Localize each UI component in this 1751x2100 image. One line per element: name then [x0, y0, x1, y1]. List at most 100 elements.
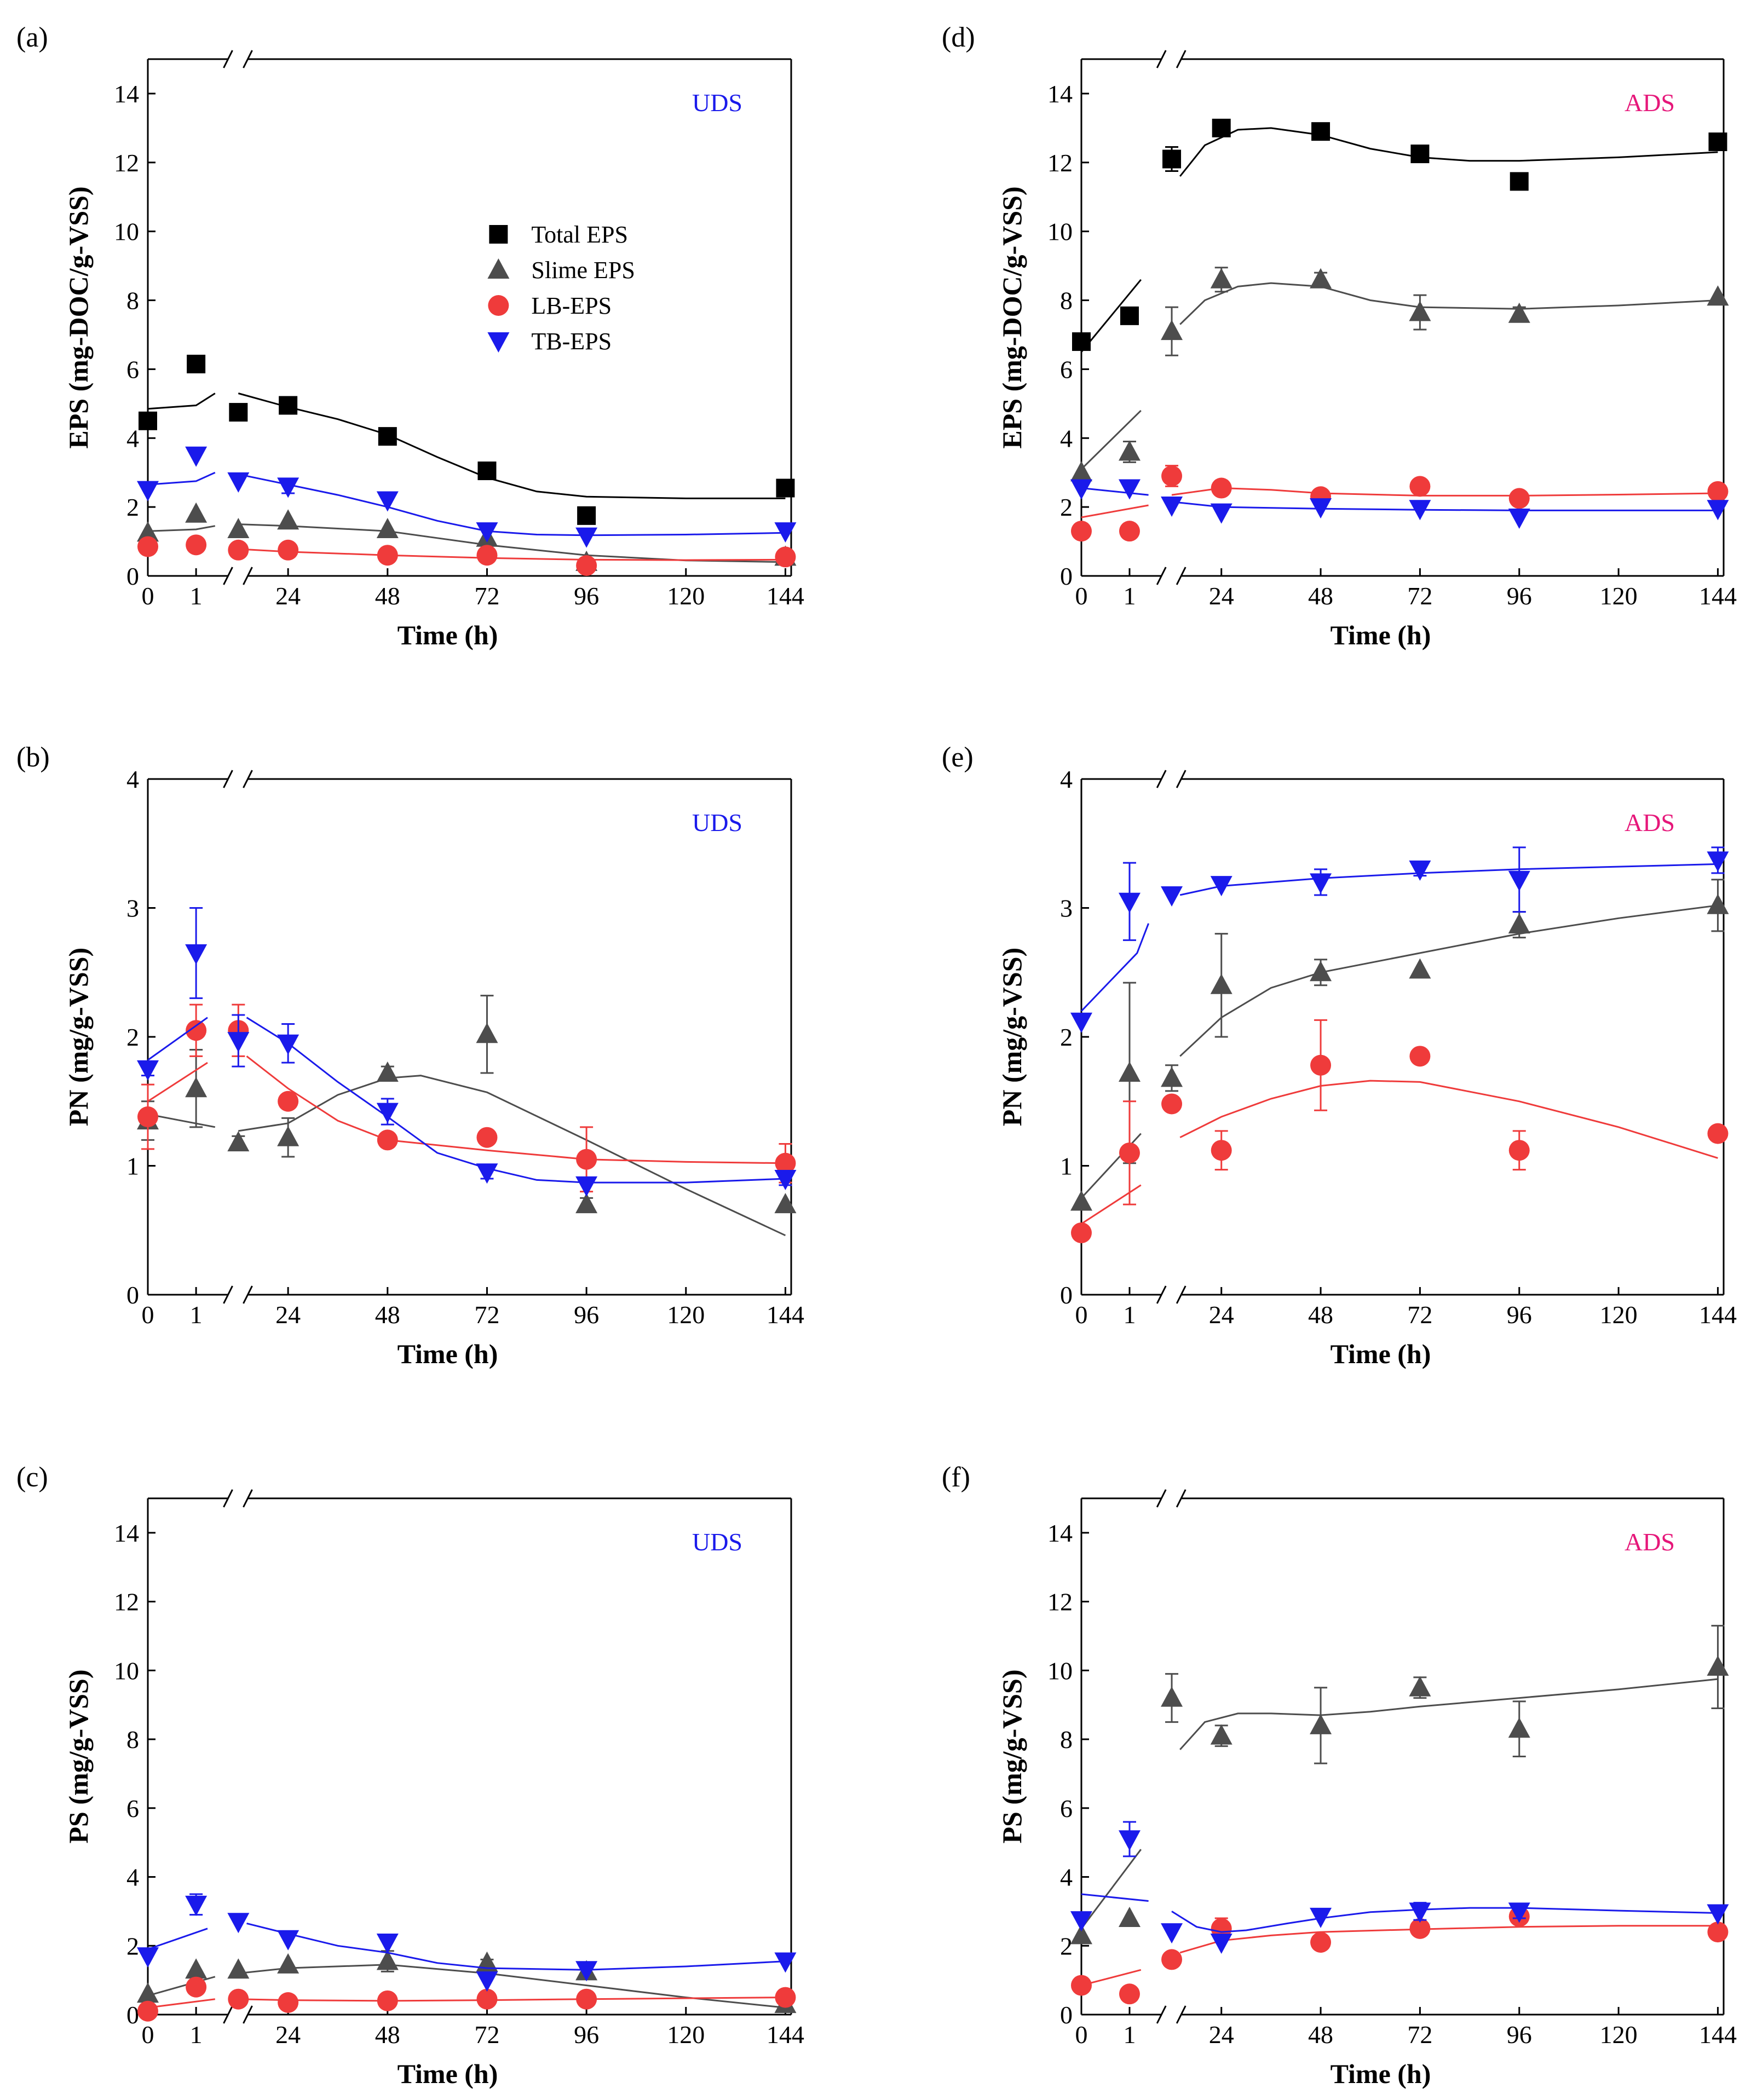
x-tick-label: 144	[767, 2021, 804, 2049]
panel-label: (b)	[16, 742, 50, 773]
y-tick-label: 14	[114, 80, 139, 108]
data-point	[1508, 1717, 1530, 1738]
data-point	[575, 1176, 598, 1197]
fit-line-segment	[238, 523, 786, 563]
y-tick-label: 1	[126, 1152, 139, 1180]
x-tick-label: 96	[1507, 2021, 1532, 2049]
x-axis-label: Time (h)	[1330, 620, 1431, 650]
x-tick-label: 96	[574, 582, 599, 610]
series-lb-eps	[1071, 1906, 1729, 2005]
x-tick-label: 96	[574, 1301, 599, 1329]
data-point	[227, 518, 250, 539]
x-tick-label: 96	[1507, 582, 1532, 610]
y-tick-label: 2	[1060, 1932, 1073, 1960]
x-tick-label: 72	[1407, 2021, 1432, 2049]
series-total-eps	[1072, 118, 1727, 353]
y-tick-label: 3	[126, 895, 139, 922]
y-tick-label: 2	[1060, 493, 1073, 521]
legend-item: LB-EPS	[488, 292, 612, 319]
data-point	[575, 1961, 598, 1982]
axis-break-mark	[223, 770, 253, 788]
legend-marker	[488, 295, 509, 316]
legend-marker	[487, 258, 510, 279]
data-point	[1210, 1933, 1232, 1954]
data-point	[1508, 1140, 1530, 1161]
x-tick-label: 144	[1699, 582, 1737, 610]
fit-line-segment	[147, 1976, 216, 1997]
y-tick-label: 4	[126, 424, 139, 452]
legend-item: TB-EPS	[487, 328, 612, 355]
legend-marker	[487, 332, 510, 353]
data-point	[576, 1149, 597, 1170]
x-tick-label: 0	[142, 2021, 154, 2049]
data-point	[1508, 302, 1530, 323]
data-point	[137, 1060, 159, 1081]
panel-label: (e)	[942, 742, 974, 773]
data-point	[774, 1193, 797, 1214]
x-tick-label: 48	[1308, 582, 1333, 610]
x-tick-label: 24	[275, 2021, 301, 2049]
fit-line-segment	[1171, 487, 1718, 497]
x-tick-label: 1	[190, 1301, 203, 1329]
data-point	[477, 461, 497, 481]
axis-break-mark	[1156, 1489, 1186, 1508]
x-tick-label: 72	[474, 2021, 499, 2049]
data-point	[376, 1933, 399, 1954]
data-point	[1161, 1923, 1183, 1944]
fit-line-segment	[1080, 409, 1142, 470]
data-point	[1161, 496, 1183, 517]
data-point	[476, 1023, 498, 1043]
x-tick-label: 144	[767, 582, 804, 610]
data-point	[1119, 1983, 1140, 2005]
data-point	[1508, 1902, 1530, 1923]
data-point	[185, 1895, 208, 1916]
data-point	[137, 1106, 158, 1128]
data-point	[277, 1034, 299, 1055]
data-point	[1118, 1830, 1141, 1851]
fit-line-segment	[238, 393, 786, 499]
series-total-eps	[139, 354, 795, 525]
fit-line-segment	[147, 393, 216, 410]
data-point	[186, 1976, 207, 1998]
y-tick-label: 3	[1060, 895, 1073, 922]
x-tick-label: 72	[1407, 1301, 1432, 1329]
y-tick-label: 2	[126, 1023, 139, 1051]
fit-line-segment	[1081, 1184, 1142, 1225]
data-point	[1118, 892, 1141, 913]
data-point	[1508, 913, 1530, 934]
fit-line-segment	[238, 1075, 786, 1237]
fit-line-segment	[147, 1017, 208, 1061]
data-point	[278, 1091, 299, 1112]
data-point	[774, 1952, 797, 1973]
plot-frame	[1080, 778, 1725, 1296]
data-point	[277, 477, 299, 498]
data-point	[1070, 479, 1092, 500]
fit-line-segment	[1179, 127, 1718, 177]
data-point	[774, 1170, 797, 1191]
series-tb-eps	[1070, 846, 1729, 1033]
x-tick-label: 0	[1075, 582, 1088, 610]
fit-line-segment	[1081, 487, 1149, 496]
panel-label: (f)	[942, 1462, 970, 1493]
data-point	[1510, 172, 1529, 191]
series-lb-eps	[137, 1976, 796, 2022]
data-point	[1310, 1931, 1332, 1953]
legend-marker	[489, 225, 508, 244]
fit-line-segment	[1179, 1080, 1718, 1159]
series-tb-eps	[1070, 479, 1729, 529]
x-tick-label: 48	[1308, 1301, 1333, 1329]
data-point	[1118, 1061, 1141, 1082]
data-point	[1310, 268, 1332, 289]
y-tick-label: 10	[114, 218, 139, 246]
x-tick-label: 48	[375, 582, 400, 610]
data-point	[1161, 1093, 1183, 1115]
data-point	[1707, 285, 1729, 306]
data-point	[1707, 851, 1729, 872]
data-point	[228, 1988, 249, 2010]
data-point	[1161, 1949, 1183, 1970]
data-point	[227, 1032, 250, 1053]
y-tick-label: 8	[1060, 1726, 1073, 1753]
